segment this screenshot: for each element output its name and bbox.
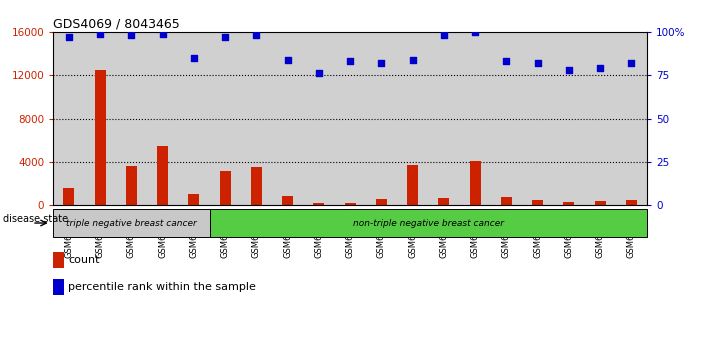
Bar — [210, 209, 647, 237]
Bar — [116, 32, 147, 205]
Point — [438, 33, 449, 38]
Text: non-triple negative breast cancer: non-triple negative breast cancer — [353, 218, 504, 228]
Bar — [53, 209, 210, 237]
Bar — [365, 32, 397, 205]
Bar — [220, 171, 230, 205]
Point — [251, 33, 262, 38]
Bar — [522, 32, 553, 205]
Bar — [584, 32, 616, 205]
Point — [626, 60, 637, 66]
Point — [188, 55, 200, 61]
Bar — [626, 200, 637, 205]
Point — [375, 60, 387, 66]
Bar — [53, 252, 64, 268]
Point — [220, 34, 231, 40]
Bar — [157, 146, 169, 205]
Bar — [376, 199, 387, 205]
Text: disease state: disease state — [3, 214, 68, 224]
Point — [282, 57, 294, 62]
Bar — [126, 166, 137, 205]
Bar — [439, 198, 449, 205]
Bar — [304, 32, 335, 205]
Point — [501, 58, 512, 64]
Point — [532, 60, 543, 66]
Bar — [85, 32, 116, 205]
Bar — [95, 70, 106, 205]
Point — [157, 31, 169, 36]
Text: count: count — [68, 255, 100, 265]
Bar — [251, 167, 262, 205]
Point — [469, 29, 481, 35]
Point — [95, 31, 106, 36]
Bar — [616, 32, 647, 205]
Bar — [553, 32, 584, 205]
Bar — [210, 32, 241, 205]
Text: percentile rank within the sample: percentile rank within the sample — [68, 282, 256, 292]
Bar — [53, 32, 85, 205]
Point — [344, 58, 356, 64]
Text: GDS4069 / 8043465: GDS4069 / 8043465 — [53, 18, 180, 31]
Bar — [147, 32, 178, 205]
Point — [63, 34, 75, 40]
Point — [563, 67, 574, 73]
Bar — [532, 200, 543, 205]
Bar — [272, 32, 304, 205]
Bar — [345, 203, 356, 205]
Bar — [63, 188, 75, 205]
Bar — [491, 32, 522, 205]
Bar — [459, 32, 491, 205]
Bar — [188, 194, 199, 205]
Bar — [314, 203, 324, 205]
Bar — [594, 201, 606, 205]
Bar — [241, 32, 272, 205]
Bar — [407, 165, 418, 205]
Bar — [397, 32, 428, 205]
Bar — [335, 32, 365, 205]
Bar — [428, 32, 459, 205]
Point — [594, 65, 606, 71]
Bar — [501, 197, 512, 205]
Bar — [563, 202, 574, 205]
Bar — [470, 161, 481, 205]
Bar — [53, 279, 64, 295]
Point — [314, 71, 325, 76]
Point — [126, 33, 137, 38]
Text: triple negative breast cancer: triple negative breast cancer — [66, 218, 197, 228]
Bar — [178, 32, 210, 205]
Point — [407, 57, 418, 62]
Bar — [282, 195, 293, 205]
